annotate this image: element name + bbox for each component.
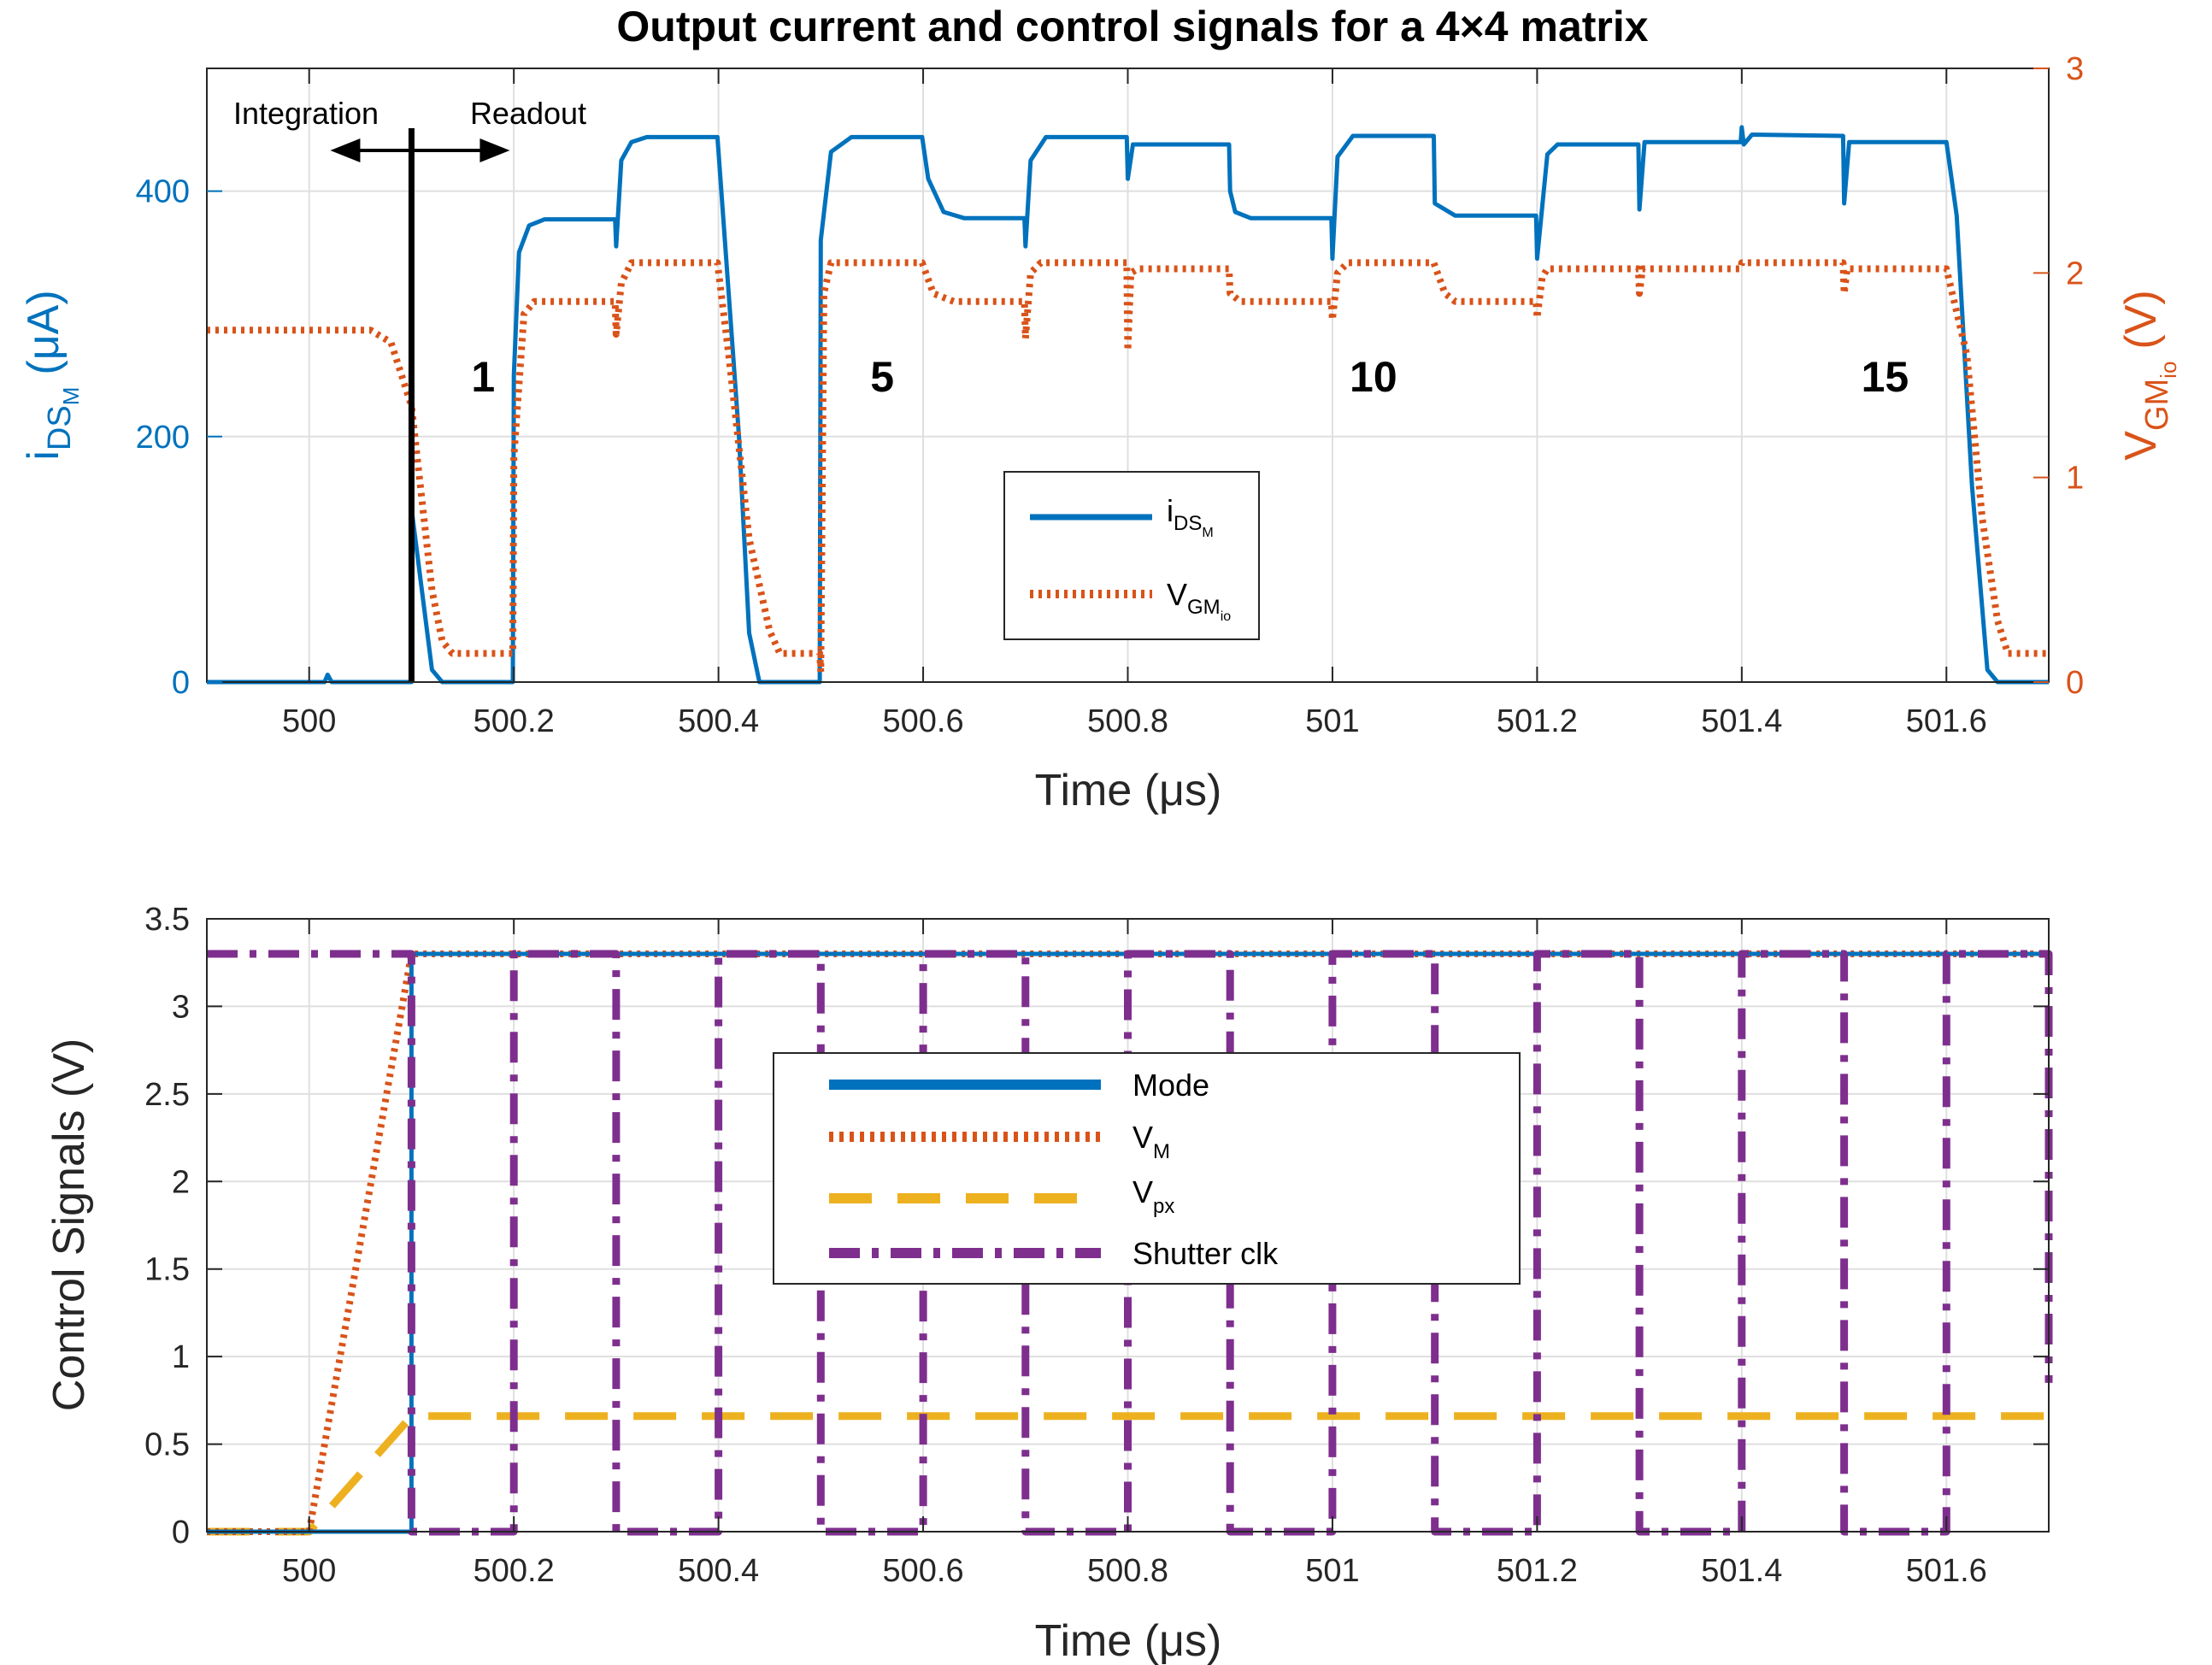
- top-xtick-label-6: 501.2: [1497, 703, 1578, 739]
- top-legend-box: [1003, 471, 1260, 640]
- bot-ytick-label-7: 3.5: [144, 902, 190, 938]
- bot-ytick-label-0: 0: [172, 1515, 190, 1550]
- top-y-axis-left-label: iDSM (μA): [19, 290, 84, 460]
- chart-title: Output current and control signals for a…: [616, 3, 1648, 50]
- ylabel-left-subsub: M: [58, 387, 84, 406]
- bot-xtick-label-5: 501: [1305, 1553, 1359, 1589]
- top-series-VGM_io: [207, 259, 2049, 675]
- bottom-axes-ticks: 500 500.2 500.4 500.6 500.8 501 501.2 501.4 501.…: [144, 902, 2049, 1589]
- ylabel-right-subsub: io: [2156, 362, 2181, 379]
- top-xtick-label-3: 500.6: [883, 703, 964, 739]
- top-yrtick-label-1: 1: [2066, 461, 2084, 497]
- top-annotations: Integration Readout 1 5 10 15: [233, 96, 1909, 682]
- top-xtick-label-2: 500.4: [678, 703, 759, 739]
- legend-label-vm: VM: [1132, 1120, 1170, 1163]
- readout-arrowhead: [479, 138, 510, 162]
- matrix-index-10: 10: [1350, 353, 1397, 401]
- top-yrtick-label-0: 0: [2066, 665, 2084, 701]
- bot-ytick-label-2: 1: [172, 1339, 190, 1375]
- bot-ytick-label-3: 1.5: [144, 1252, 190, 1288]
- bot-xtick-label-4: 500.8: [1087, 1553, 1168, 1589]
- bottom-x-axis-label: Time (μs): [1035, 1616, 1222, 1665]
- matrix-index-labels: 1 5 10 15: [471, 353, 1909, 401]
- svg-text:VGMio(V): VGMio (V): [2116, 290, 2181, 460]
- bot-ytick-label-5: 2.5: [144, 1077, 190, 1113]
- legend-vpx-main: V: [1132, 1174, 1153, 1209]
- legend-label-VGM_io: VGMio: [1167, 577, 1231, 624]
- legend-iDS-main: i: [1167, 493, 1174, 528]
- top-series-layer: [207, 125, 2049, 685]
- bot-xtick-label-3: 500.6: [883, 1553, 964, 1589]
- bot-series-Vpx: [207, 1412, 2049, 1536]
- top-xtick-label-5: 501: [1305, 703, 1359, 739]
- bot-xtick-label-6: 501.2: [1497, 1553, 1578, 1589]
- legend-shutter-text: Shutter clk: [1132, 1236, 1279, 1271]
- ylabel-left-main: i: [19, 450, 68, 461]
- ylabel-right-unit: (V): [2116, 290, 2166, 349]
- ylabel-right-main: V: [2116, 431, 2166, 461]
- legend-iDS-sub: DS: [1174, 512, 1202, 535]
- bot-series-Shutter-clk: [207, 950, 2053, 1536]
- bottom-legend-box: [773, 1052, 1521, 1285]
- legend-label-iDS_M: iDSM: [1167, 493, 1214, 540]
- bottom-legend: Mode VM Vpx Shutter clk: [773, 1052, 1521, 1285]
- bot-xtick-label-7: 501.4: [1701, 1553, 1782, 1589]
- bot-series-VM: [207, 950, 2049, 1535]
- svg-text:iDSM(μA): iDSM (μA): [19, 290, 84, 460]
- bottom-chart: 500 500.2 500.4 500.6 500.8 501 501.2 501.4 501.…: [44, 902, 2053, 1665]
- top-xtick-label-8: 501.6: [1906, 703, 1987, 739]
- legend-mode-text: Mode: [1132, 1068, 1209, 1103]
- bot-ytick-label-4: 2: [172, 1164, 190, 1200]
- legend-label-mode: Mode: [1132, 1068, 1209, 1103]
- legend-vpx-sub: px: [1153, 1195, 1174, 1218]
- legend-VGM-sub: GM: [1187, 596, 1221, 619]
- readout-label: Readout: [470, 96, 586, 131]
- ylabel-left-sub: DS: [42, 405, 78, 450]
- matrix-index-1: 1: [471, 353, 495, 401]
- bot-xtick-label-2: 500.4: [678, 1553, 759, 1589]
- legend-vm-sub: M: [1153, 1140, 1170, 1163]
- top-xtick-label-7: 501.4: [1701, 703, 1782, 739]
- top-xtick-label-1: 500.2: [474, 703, 555, 739]
- matrix-index-5: 5: [870, 353, 894, 401]
- bot-ytick-label-6: 3: [172, 989, 190, 1025]
- top-xtick-label-4: 500.8: [1087, 703, 1168, 739]
- bottom-y-axis-label: Control Signals (V): [44, 1038, 94, 1411]
- top-chart: Integration Readout 1 5 10 15 500 500.2 500.4…: [19, 51, 2181, 815]
- bot-xtick-label-1: 500.2: [474, 1553, 555, 1589]
- integration-label: Integration: [233, 96, 379, 131]
- top-x-axis-label: Time (μs): [1035, 766, 1222, 815]
- matrix-index-15: 15: [1862, 353, 1909, 401]
- integration-arrowhead: [330, 138, 361, 162]
- top-y-axis-right-label: VGMio (V): [2116, 290, 2181, 460]
- legend-label-shutter: Shutter clk: [1132, 1236, 1279, 1271]
- top-ytick-label-0: 0: [172, 665, 190, 701]
- ylabel-left-unit: (μA): [19, 290, 68, 374]
- bot-xtick-label-0: 500: [282, 1553, 336, 1589]
- top-yrtick-label-3: 3: [2066, 51, 2084, 87]
- legend-vm-main: V: [1132, 1120, 1153, 1155]
- top-legend: iDSM VGMio: [1003, 471, 1260, 640]
- top-axes-ticks: 500 500.2 500.4 500.6 500.8 501 501.2 501.4 501.…: [136, 51, 2085, 739]
- legend-label-vpx: Vpx: [1132, 1174, 1174, 1218]
- top-series-iDS_M: [207, 125, 2049, 685]
- ylabel-right-sub: GM: [2139, 379, 2175, 431]
- legend-VGM-main: V: [1167, 577, 1187, 612]
- top-xtick-label-0: 500: [282, 703, 336, 739]
- bot-xtick-label-8: 501.6: [1906, 1553, 1987, 1589]
- bot-ytick-label-1: 0.5: [144, 1427, 190, 1463]
- top-yrtick-label-2: 2: [2066, 256, 2084, 291]
- legend-iDS-subsub: M: [1202, 526, 1213, 540]
- top-ytick-label-1: 200: [136, 420, 190, 456]
- top-ytick-label-2: 400: [136, 174, 190, 210]
- legend-VGM-subsub: io: [1221, 609, 1232, 624]
